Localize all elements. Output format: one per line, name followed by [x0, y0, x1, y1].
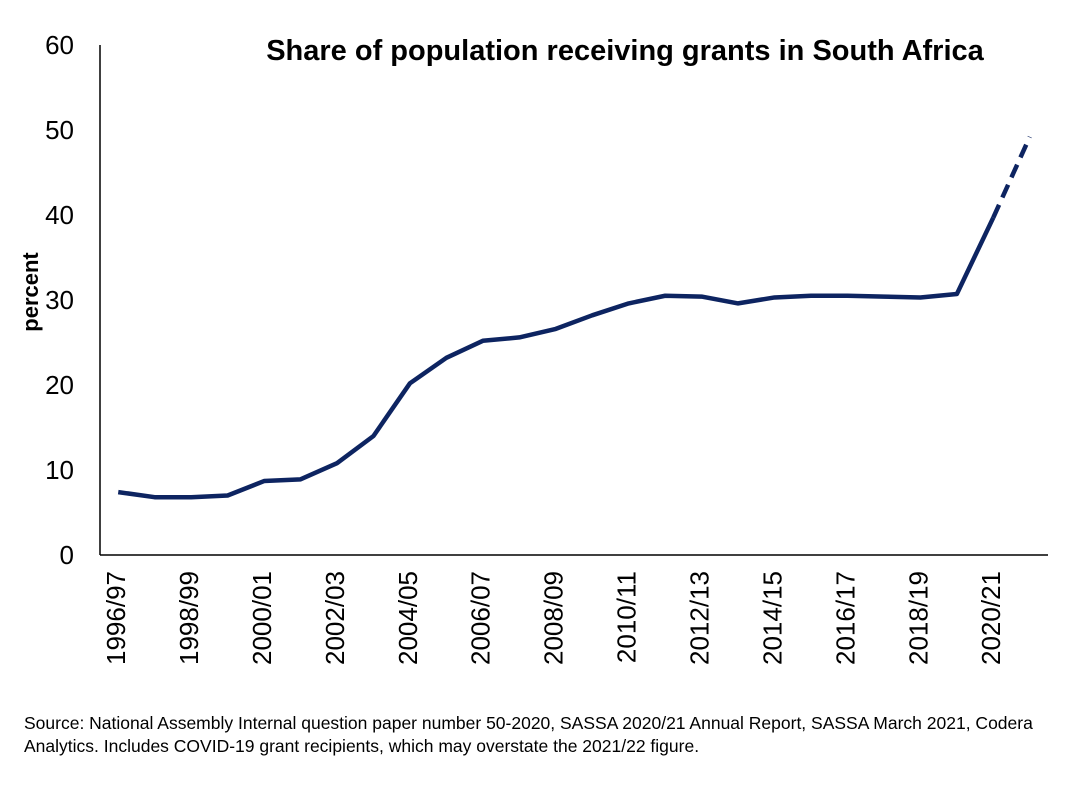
- y-tick-label: 60: [45, 30, 74, 60]
- line-chart: Share of population receiving grants in …: [18, 30, 1048, 665]
- x-tick-label: 2020/21: [976, 571, 1006, 665]
- y-tick-label: 10: [45, 455, 74, 485]
- x-tick-label: 2006/07: [466, 571, 496, 665]
- x-tick-label: 2002/03: [320, 571, 350, 665]
- x-tick-label: 2000/01: [247, 571, 277, 665]
- y-tick-label: 0: [60, 540, 74, 570]
- x-tick-label: 2016/17: [830, 571, 860, 665]
- series-line-solid: [117, 216, 996, 500]
- chart-title: Share of population receiving grants in …: [266, 35, 984, 67]
- series-line-projected: [991, 135, 1032, 219]
- x-tick-label: 1996/97: [101, 571, 131, 665]
- series-group: [117, 135, 1032, 500]
- y-axis-label: percent: [18, 252, 43, 332]
- x-tick-label: 2014/15: [757, 571, 787, 665]
- y-tick-label: 40: [45, 200, 74, 230]
- x-tick-label: 2008/09: [539, 571, 569, 665]
- y-axis-ticks: 0 10 20 30 40 50 60: [45, 30, 74, 570]
- x-tick-label: 2018/19: [903, 571, 933, 665]
- y-tick-label: 50: [45, 115, 74, 145]
- x-tick-label: 2012/13: [684, 571, 714, 665]
- y-tick-label: 20: [45, 370, 74, 400]
- x-tick-label: 1998/99: [174, 571, 204, 665]
- x-tick-label: 2004/05: [393, 571, 423, 665]
- source-note: Source: National Assembly Internal quest…: [24, 713, 1033, 756]
- y-tick-label: 30: [45, 285, 74, 315]
- x-tick-label: 2010/11: [612, 571, 642, 663]
- x-axis-ticks: 1996/97 1998/99 2000/01 2002/03 2004/05 2006/…: [101, 571, 1006, 665]
